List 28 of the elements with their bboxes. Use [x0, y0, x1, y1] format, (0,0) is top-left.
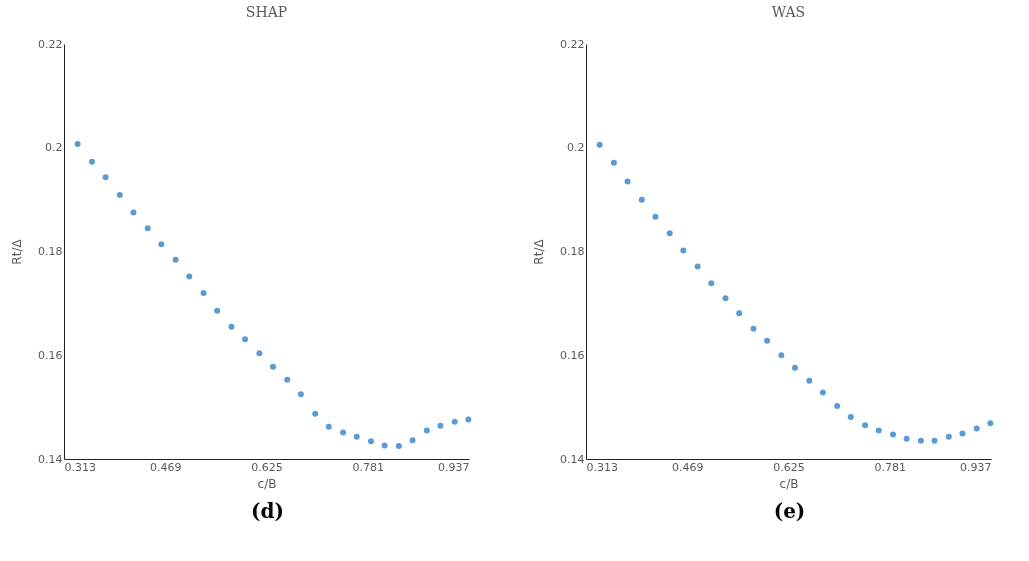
x-tick-label: 0.469: [672, 460, 704, 474]
text: (d): [250, 499, 285, 523]
chart-title: WAS: [771, 4, 806, 20]
y-axis-title: Rt/Δ: [10, 238, 25, 265]
y-tick-label: 0.16: [38, 348, 63, 362]
chart-title: SHAP: [245, 4, 288, 20]
x-tick-label: 0.625: [773, 460, 805, 474]
x-tick-label: 0.937: [438, 460, 470, 474]
y-axis-title: Rt/Δ: [532, 238, 547, 265]
x-tick-label: 0.313: [586, 460, 618, 474]
x-tick-label: 0.781: [874, 460, 906, 474]
y-tick-label: 0.16: [560, 348, 585, 362]
y-tick-label: 0.14: [560, 452, 585, 466]
x-tick-label: 0.469: [150, 460, 182, 474]
x-tick-label: 0.313: [64, 460, 96, 474]
x-tick-label: 0.937: [960, 460, 992, 474]
y-tick-label: 0.22: [38, 37, 63, 51]
x-axis-title: c/B: [779, 476, 799, 491]
y-tick-label: 0.14: [38, 452, 63, 466]
text: (e): [772, 499, 807, 523]
y-tick-label: 0.2: [567, 141, 585, 155]
y-tick-label: 0.18: [560, 245, 585, 258]
x-tick-label: 0.781: [352, 460, 384, 474]
y-tick-label: 0.22: [560, 37, 585, 51]
x-axis-title: c/B: [257, 476, 277, 491]
x-tick-label: 0.625: [251, 460, 283, 474]
y-tick-label: 0.2: [45, 141, 63, 155]
y-tick-label: 0.18: [38, 245, 63, 258]
